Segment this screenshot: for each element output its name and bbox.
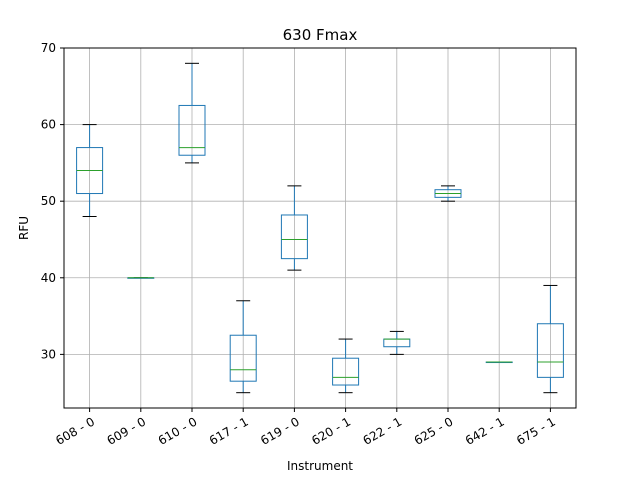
- box-body: [332, 357, 360, 386]
- y-tick-label: 70: [41, 41, 56, 55]
- x-axis-label: Instrument: [287, 459, 353, 473]
- box-item: [536, 284, 564, 394]
- box-item: [178, 62, 206, 164]
- x-tick-label: 610 - 0: [156, 414, 200, 447]
- box-body: [280, 214, 308, 260]
- box-item: [332, 338, 360, 394]
- box-item: [76, 124, 104, 218]
- box-item: [434, 185, 462, 202]
- boxes: [76, 62, 564, 394]
- box-item: [383, 330, 411, 355]
- box-item: [485, 361, 513, 364]
- y-axis-ticks: 30 40 50 60 70: [41, 41, 64, 361]
- x-tick-label: 619 - 0: [258, 414, 302, 447]
- y-tick-label: 30: [41, 347, 56, 361]
- plot-area-frame: [63, 47, 577, 409]
- x-tick-label: 609 - 0: [104, 414, 148, 447]
- box-item: [229, 300, 257, 394]
- y-tick-label: 60: [41, 118, 56, 132]
- grid-lines: [64, 47, 576, 408]
- x-tick-label: 675 - 1: [514, 414, 558, 447]
- y-tick-label: 40: [41, 271, 56, 285]
- x-tick-label: 625 - 0: [412, 414, 456, 447]
- y-tick-label: 50: [41, 194, 56, 208]
- box-body: [536, 323, 564, 378]
- x-tick-label: 642 - 1: [463, 414, 507, 447]
- x-tick-label: 617 - 1: [207, 414, 251, 447]
- box-item: [127, 277, 155, 279]
- chart-title: 630 Fmax: [283, 26, 358, 44]
- box-body: [229, 334, 257, 382]
- box-item: [280, 185, 308, 271]
- box-body: [178, 104, 206, 156]
- x-tick-label: 622 - 1: [360, 414, 404, 447]
- x-axis-ticks: 608 - 0 609 - 0 610 - 0 617 - 1 619 - 0 620 -…: [53, 408, 558, 448]
- x-tick-label: 608 - 0: [53, 414, 97, 447]
- x-tick-label: 620 - 1: [309, 414, 353, 447]
- y-axis-label: RFU: [17, 216, 31, 240]
